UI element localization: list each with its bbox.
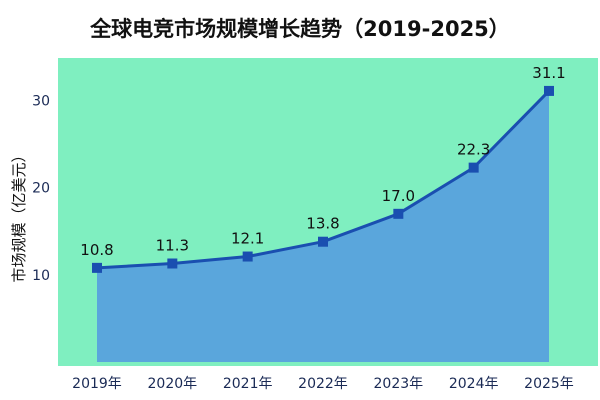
data-label: 12.1 [231, 230, 264, 248]
x-tick-label: 2024年 [449, 376, 499, 392]
y-tick-label: 20 [32, 181, 50, 197]
markers-group [92, 85, 554, 273]
area-fill [97, 90, 549, 362]
data-marker [167, 258, 178, 269]
x-tick-label: 2023年 [374, 376, 424, 392]
data-label: 22.3 [457, 141, 490, 159]
x-tick-label: 2021年 [223, 376, 273, 392]
x-tick-label: 2019年 [72, 376, 122, 392]
chart-title: 全球电竞市场规模增长趋势（2019-2025） [89, 17, 510, 41]
x-tick-label: 2020年 [148, 376, 198, 392]
x-axis-ticks: 2019年 2020年 2021年 2022年 2023年 2024年 2025年 [72, 376, 574, 392]
data-marker [242, 251, 253, 262]
data-label: 31.1 [532, 64, 565, 82]
data-label: 13.8 [306, 215, 339, 233]
y-tick-label: 30 [32, 94, 50, 110]
data-marker [318, 236, 328, 247]
data-marker [544, 85, 554, 96]
y-tick-label: 10 [32, 268, 50, 284]
y-axis-title: 市场规模（亿美元） [10, 147, 28, 282]
data-marker [468, 162, 479, 173]
data-label: 17.0 [382, 187, 415, 205]
data-marker [393, 208, 404, 219]
data-labels-group: 10.8 11.3 12.1 13.8 17.0 22.3 31.1 [80, 64, 565, 259]
x-tick-label: 2022年 [298, 376, 348, 392]
data-label: 11.3 [156, 237, 189, 255]
y-axis-ticks: 10 20 30 [32, 94, 50, 284]
data-label: 10.8 [80, 241, 113, 259]
data-marker [92, 262, 102, 273]
x-tick-label: 2025年 [524, 376, 574, 392]
